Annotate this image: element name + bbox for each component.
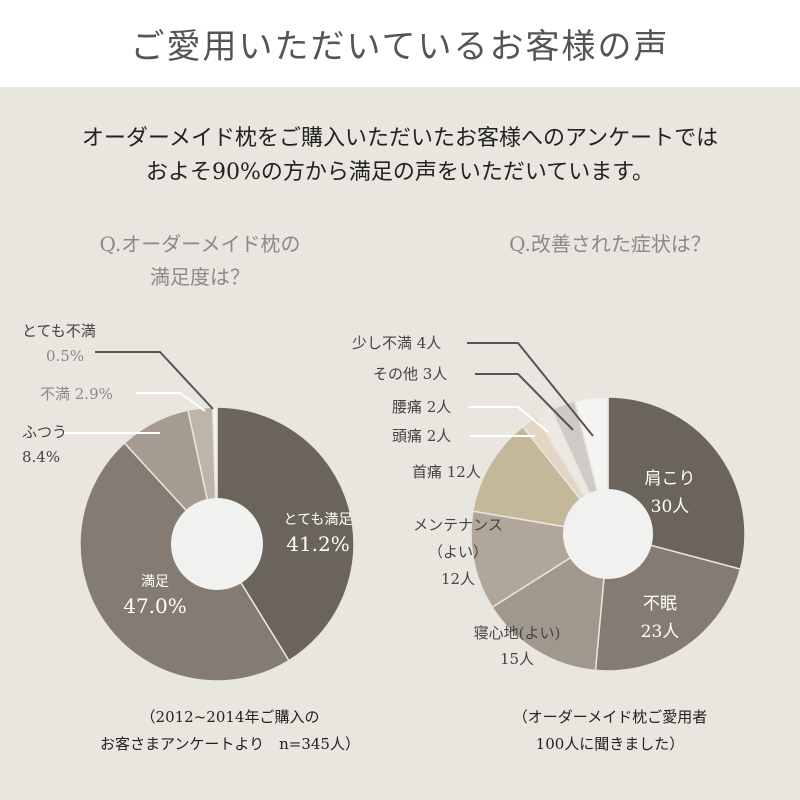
- label-kubi: 首痛 12人: [412, 463, 481, 481]
- satisfaction-note-line-2: お客さまアンケートより n=345人）: [100, 735, 360, 753]
- label-fuman: 不満 2.9%: [40, 385, 113, 403]
- satisfaction-question-line-2: 満足度は？: [150, 265, 250, 289]
- label-maintenance-sub: （よい）: [427, 543, 488, 561]
- satisfaction-note-line-1: （2012~2014年ご購入の: [140, 708, 320, 726]
- satisfaction-slice-0: [216, 406, 355, 662]
- leader-line-youtsuu: [468, 406, 549, 433]
- label-youtsuu: 腰痛 2人: [392, 398, 452, 416]
- label-neshinchi-name: 寝心地(よい): [473, 624, 561, 642]
- leader-lines: [60, 342, 594, 437]
- label-manzoku-value: 47.0%: [123, 594, 187, 618]
- leader-line-sukoshi: [467, 342, 594, 437]
- label-katakori-value: 30人: [650, 497, 690, 517]
- label-neshinchi: 寝心地(よい) 15人: [452, 620, 582, 672]
- satisfaction-question: Q.オーダーメイド枕の 満足度は？: [80, 228, 320, 294]
- label-totemo-fuman-name: とても不満: [22, 322, 96, 340]
- symptoms-question-text: Q.改善された症状は？: [509, 232, 711, 256]
- satisfaction-donut-chart: [79, 406, 355, 682]
- satisfaction-note: （2012~2014年ご購入の お客さまアンケートより n=345人）: [80, 704, 380, 758]
- label-neshinchi-value: 15人: [499, 650, 535, 668]
- page-title: ご愛用いただいているお客様の声: [130, 27, 670, 67]
- symptoms-donut-chart: [470, 396, 746, 672]
- symptoms-note: （オーダーメイド枕ご愛用者 100人に聞きました）: [470, 704, 750, 758]
- label-totemo-fuman-value: 0.5%: [46, 347, 85, 365]
- label-katakori-name: 肩こり: [644, 469, 696, 489]
- label-futsuu-name: ふつう: [22, 423, 68, 441]
- label-maintenance-value: 12人: [440, 570, 476, 588]
- intro-line-1: オーダーメイド枕をご購入いただいたお客様へのアンケートでは: [81, 126, 719, 151]
- label-totemo-manzoku-value: 41.2%: [286, 532, 350, 556]
- label-totemo-manzoku: とても満足 41.2%: [258, 510, 378, 558]
- intro-text: オーダーメイド枕をご購入いただいたお客様へのアンケートでは およそ90%の方から…: [0, 122, 800, 190]
- label-manzoku-name: 満足: [141, 574, 169, 590]
- label-sukoshi-fuman: 少し不満 4人: [352, 334, 442, 352]
- label-maintenance-name: メンテナンス: [413, 516, 503, 534]
- label-katakori: 肩こり 30人: [625, 465, 715, 521]
- leader-line-sonota: [475, 373, 574, 431]
- label-futsuu-value: 8.4%: [22, 448, 61, 466]
- symptoms-question: Q.改善された症状は？: [470, 228, 750, 261]
- leader-line-totemo-fuman: [95, 351, 214, 410]
- symptoms-note-line-1: （オーダーメイド枕ご愛用者: [512, 708, 708, 726]
- label-sonota: その他 3人: [373, 365, 448, 383]
- label-fumin-value: 23人: [640, 622, 680, 642]
- satisfaction-question-line-1: Q.オーダーメイド枕の: [99, 232, 301, 256]
- label-totemo-manzoku-name: とても満足: [283, 512, 353, 528]
- satisfaction-center-hole: [171, 498, 263, 590]
- symptoms-center-hole: [563, 489, 653, 579]
- leader-line-fuman: [136, 392, 206, 412]
- label-zutsuu: 頭痛 2人: [392, 427, 452, 445]
- label-fumin: 不眠 23人: [620, 590, 700, 646]
- label-maintenance: メンテナンス （よい） 12人: [398, 512, 518, 593]
- intro-line-2: およそ90%の方から満足の声をいただいています。: [145, 160, 655, 185]
- label-fumin-name: 不眠: [643, 594, 677, 614]
- symptoms-note-line-2: 100人に聞きました）: [535, 735, 685, 753]
- label-manzoku: 満足 47.0%: [100, 572, 210, 620]
- page-header: ご愛用いただいているお客様の声: [0, 0, 800, 87]
